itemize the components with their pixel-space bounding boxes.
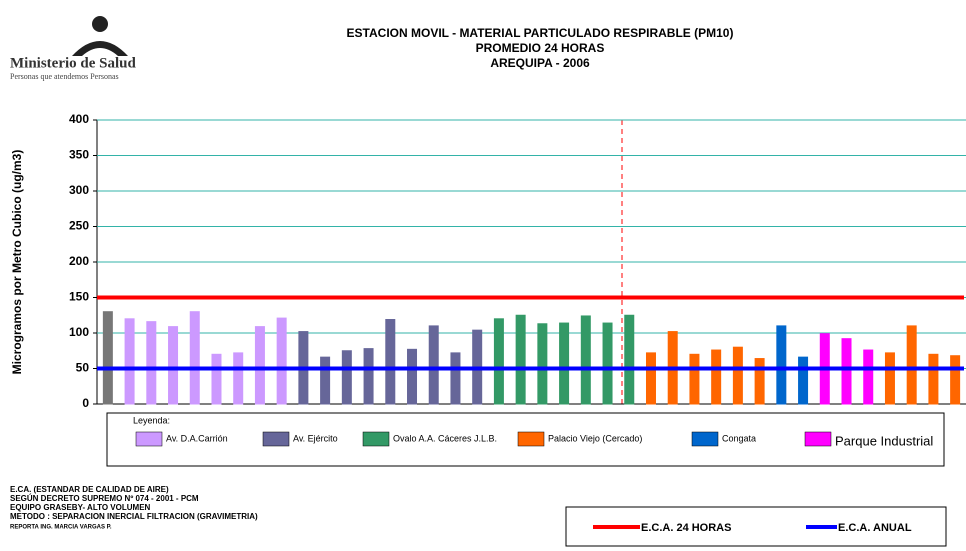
bar — [320, 356, 331, 405]
note: EQUIPO GRASEBY- ALTO VOLUMEN — [10, 503, 151, 512]
legend-swatch — [691, 431, 719, 447]
logo-name: Ministerio de Salud — [10, 55, 137, 71]
note: SEGÚN DECRETO SUPREMO Nº 074 - 2001 - PC… — [10, 494, 199, 503]
bar — [776, 325, 787, 405]
bar — [906, 325, 917, 405]
chart-title: AREQUIPA - 2006 — [490, 56, 590, 70]
bar — [450, 352, 461, 405]
bar — [385, 319, 396, 405]
legend-swatch — [804, 431, 832, 447]
y-tick-label: 250 — [69, 219, 89, 233]
legend-label: Av. D.A.Carrión — [166, 433, 228, 443]
bar — [863, 349, 874, 405]
bar — [428, 325, 439, 405]
bar — [407, 348, 418, 405]
y-tick-label: 0 — [82, 396, 89, 410]
reference-legend-label: E.C.A. ANUAL — [838, 522, 912, 534]
bar — [493, 318, 504, 405]
bar — [102, 311, 113, 405]
bar — [515, 314, 526, 405]
bar — [341, 350, 352, 405]
bar — [645, 352, 656, 405]
bar — [624, 314, 635, 405]
bar — [537, 323, 548, 405]
y-tick-label: 150 — [69, 290, 89, 304]
bar — [363, 348, 374, 405]
bar — [233, 352, 244, 405]
bar — [950, 355, 961, 405]
y-tick-label: 350 — [69, 148, 89, 162]
legend-label: Ovalo A.A. Cáceres J.L.B. — [393, 433, 497, 443]
bar — [580, 315, 591, 405]
legend-box — [106, 412, 945, 467]
y-tick-label: 100 — [69, 325, 89, 339]
bar — [798, 356, 809, 405]
legend-label: Palacio Viejo (Cercado) — [548, 433, 642, 443]
bar — [189, 311, 200, 405]
bar — [754, 358, 765, 405]
chart-title: PROMEDIO 24 HORAS — [476, 41, 605, 55]
legend-label: Av. Ejército — [293, 433, 338, 443]
bar — [732, 346, 743, 405]
reference-legend-box — [565, 506, 947, 547]
y-tick-label: 50 — [76, 361, 90, 375]
bar — [884, 352, 895, 405]
bar — [602, 322, 613, 405]
bar — [928, 353, 939, 405]
bar — [168, 326, 179, 405]
legend-swatch — [262, 431, 290, 447]
note: REPORTA ING. MARCIA VARGAS P. — [10, 525, 112, 531]
reference-legend-label: E.C.A. 24 HORAS — [641, 522, 731, 534]
legend-label: Parque Industrial — [835, 433, 933, 448]
y-tick-label: 400 — [69, 112, 89, 126]
bar — [711, 349, 722, 405]
bar — [254, 326, 265, 405]
legend-label: Congata — [722, 433, 756, 443]
chart-title: ESTACION MOVIL - MATERIAL PARTICULADO RE… — [347, 26, 734, 40]
legend-swatch — [362, 431, 390, 447]
legend-swatch — [517, 431, 545, 447]
y-axis-label: Microgramos por Metro Cubico (ug/m3) — [10, 150, 24, 375]
logo-motto: Personas que atendemos Personas — [10, 72, 119, 81]
bar — [211, 353, 222, 405]
logo — [72, 16, 128, 56]
bar — [146, 321, 157, 405]
bar — [689, 353, 700, 405]
bar — [124, 318, 135, 405]
bar — [559, 322, 570, 405]
y-tick-label: 300 — [69, 183, 89, 197]
legend-swatch — [135, 431, 163, 447]
y-tick-label: 200 — [69, 254, 89, 268]
bar — [276, 317, 287, 405]
legend-title: Leyenda: — [133, 415, 170, 425]
note: E.CA. (ESTANDAR DE CALIDAD DE AIRE) — [10, 485, 169, 494]
note: METODO : SEPARACION INERCIAL FILTRACION … — [10, 512, 258, 521]
bar — [841, 338, 852, 405]
